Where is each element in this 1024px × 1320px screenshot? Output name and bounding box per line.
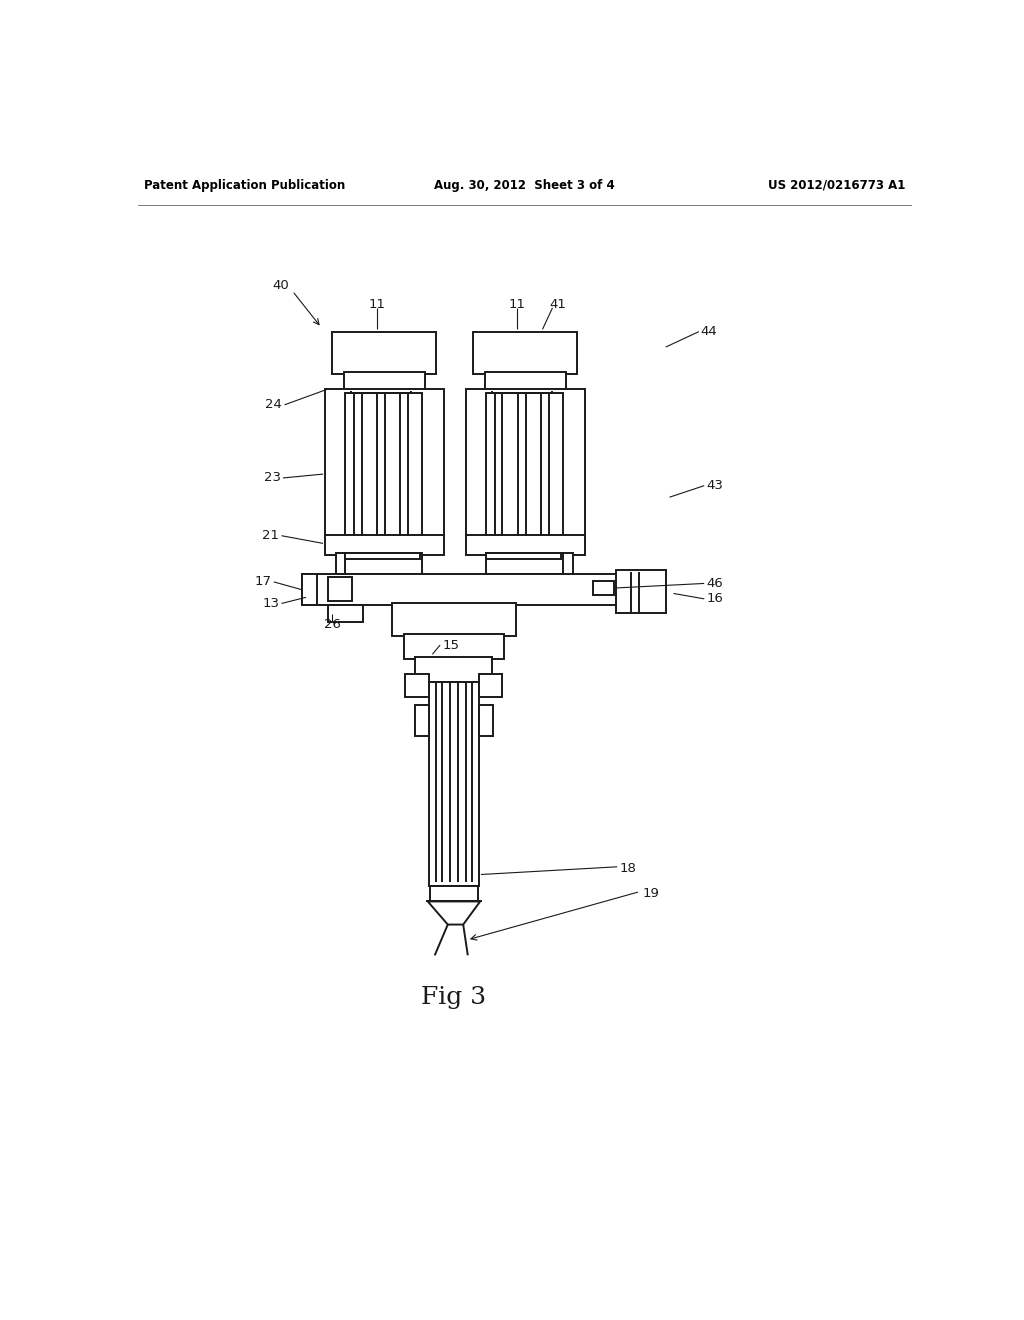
Bar: [466, 535, 585, 554]
Bar: [345, 553, 420, 558]
Text: 19: 19: [643, 887, 659, 900]
Bar: [403, 635, 504, 659]
Bar: [333, 331, 436, 374]
Bar: [415, 705, 429, 737]
Text: 24: 24: [265, 399, 283, 412]
Bar: [430, 886, 478, 902]
Text: 46: 46: [707, 577, 723, 590]
Text: 18: 18: [620, 862, 636, 875]
Text: 16: 16: [707, 593, 723, 606]
Bar: [416, 657, 493, 682]
Bar: [484, 372, 565, 391]
Text: 13: 13: [262, 597, 280, 610]
Text: 40: 40: [272, 279, 289, 292]
Bar: [473, 331, 578, 374]
Text: 15: 15: [442, 639, 460, 652]
Bar: [556, 553, 573, 574]
Bar: [406, 675, 429, 697]
Text: 41: 41: [550, 298, 566, 312]
Bar: [392, 603, 515, 636]
Bar: [345, 553, 422, 574]
Text: 23: 23: [264, 471, 281, 484]
Text: US 2012/0216773 A1: US 2012/0216773 A1: [768, 178, 905, 191]
Bar: [466, 389, 585, 536]
Bar: [593, 581, 614, 595]
Text: Fig 3: Fig 3: [422, 986, 486, 1010]
Text: Aug. 30, 2012  Sheet 3 of 4: Aug. 30, 2012 Sheet 3 of 4: [434, 178, 615, 191]
Bar: [479, 675, 503, 697]
Text: 11: 11: [509, 298, 525, 312]
Bar: [345, 393, 422, 536]
Bar: [615, 570, 666, 612]
Bar: [485, 553, 561, 558]
Text: 11: 11: [369, 298, 385, 312]
Text: 17: 17: [255, 576, 271, 589]
Text: 43: 43: [707, 479, 723, 492]
Bar: [301, 574, 624, 605]
Text: Patent Application Publication: Patent Application Publication: [144, 178, 346, 191]
Bar: [479, 705, 494, 737]
Text: 26: 26: [324, 618, 341, 631]
Text: 21: 21: [262, 529, 280, 543]
Bar: [325, 535, 444, 554]
Bar: [429, 682, 479, 886]
Bar: [329, 577, 351, 601]
Bar: [325, 389, 444, 536]
Bar: [485, 393, 562, 536]
Bar: [336, 553, 353, 574]
Text: 44: 44: [700, 325, 717, 338]
Bar: [329, 605, 364, 622]
Bar: [344, 372, 425, 391]
Polygon shape: [428, 902, 480, 924]
Bar: [301, 574, 316, 605]
Bar: [485, 553, 562, 574]
